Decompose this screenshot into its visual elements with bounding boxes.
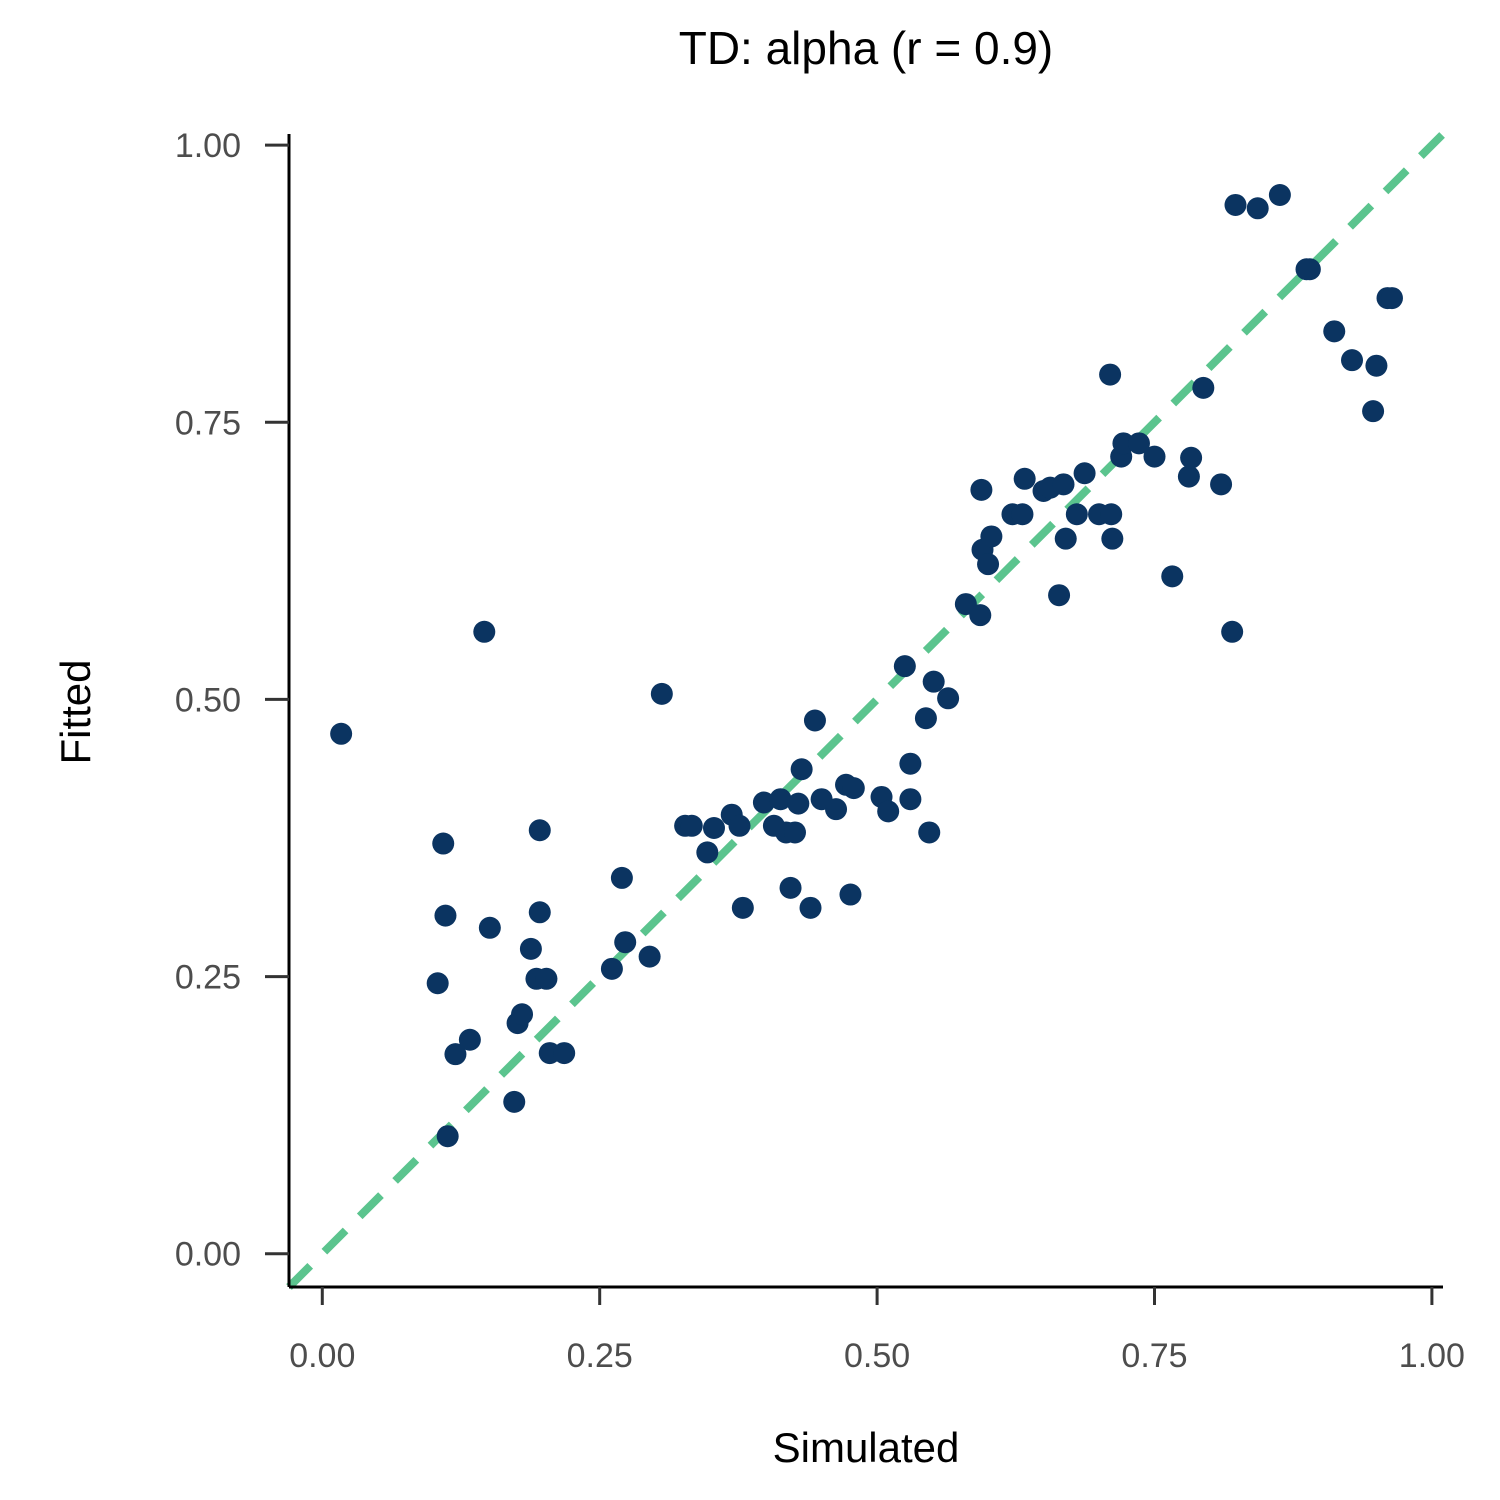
data-point-32	[752, 791, 775, 814]
identity-reference-line	[286, 131, 1446, 1290]
data-point-88	[1268, 183, 1291, 206]
data-point-73	[1100, 503, 1123, 526]
data-point-26	[680, 814, 703, 837]
data-point-82	[1180, 446, 1203, 469]
data-point-34	[769, 788, 792, 811]
data-point-78	[1127, 432, 1150, 455]
data-point-54	[922, 670, 945, 693]
data-point-68	[1052, 473, 1075, 496]
data-point-90	[1298, 258, 1321, 281]
y-tick-label: 0.00	[175, 1236, 241, 1274]
x-tick-label: 1.00	[1399, 1337, 1465, 1375]
data-point-70	[1065, 503, 1088, 526]
data-point-12	[511, 1003, 534, 1026]
data-point-55	[937, 687, 960, 710]
data-point-84	[1210, 473, 1233, 496]
x-axis-ticks: 0.00 0.25 0.50 0.75 1.00	[289, 1287, 1465, 1375]
data-point-86	[1224, 193, 1247, 216]
data-point-74	[1099, 363, 1122, 386]
data-point-7	[458, 1028, 481, 1051]
data-point-93	[1362, 400, 1385, 423]
data-point-85	[1221, 620, 1244, 643]
data-point-36	[779, 876, 802, 899]
data-point-96	[1380, 287, 1403, 310]
x-axis-title: Simulated	[773, 1424, 960, 1471]
data-point-50	[899, 752, 922, 775]
data-point-39	[790, 758, 813, 781]
data-point-87	[1246, 197, 1269, 220]
data-point-51	[899, 788, 922, 811]
data-point-31	[731, 896, 754, 919]
y-axis-title: Fitted	[52, 659, 99, 764]
data-point-69	[1054, 527, 1077, 550]
data-point-4	[434, 904, 457, 927]
data-point-94	[1365, 354, 1388, 377]
data-point-23	[638, 945, 661, 968]
y-tick-label: 1.00	[175, 127, 241, 165]
data-point-37	[783, 821, 806, 844]
data-point-91	[1323, 320, 1346, 343]
data-point-15	[528, 819, 551, 842]
data-point-75	[1101, 527, 1124, 550]
data-point-60	[977, 553, 1000, 576]
data-point-53	[918, 821, 941, 844]
data-point-63	[1011, 503, 1034, 526]
data-point-77	[1112, 432, 1135, 455]
data-point-43	[825, 798, 848, 821]
data-point-79	[1143, 445, 1166, 468]
y-tick-label: 0.25	[175, 959, 241, 997]
y-tick-label: 0.75	[175, 404, 241, 442]
data-point-27	[696, 841, 719, 864]
data-point-57	[969, 604, 992, 627]
data-point-67	[1048, 584, 1071, 607]
x-tick-label: 0.25	[567, 1337, 633, 1375]
data-point-46	[839, 883, 862, 906]
data-point-20	[600, 957, 623, 980]
data-point-52	[914, 707, 937, 730]
data-point-61	[980, 525, 1003, 548]
x-tick-label: 0.50	[844, 1337, 910, 1375]
data-point-5	[436, 1125, 459, 1148]
data-point-13	[519, 937, 542, 960]
data-point-81	[1177, 465, 1200, 488]
reference-line-layer	[286, 131, 1446, 1290]
data-point-1	[330, 722, 353, 745]
data-point-6	[444, 1043, 467, 1066]
x-tick-label: 0.00	[289, 1337, 355, 1375]
data-point-40	[799, 896, 822, 919]
data-point-80	[1161, 565, 1184, 588]
data-point-22	[614, 931, 637, 954]
data-point-48	[877, 800, 900, 823]
data-point-41	[803, 709, 826, 732]
data-point-21	[610, 866, 633, 889]
data-point-8	[473, 620, 496, 643]
y-axis-ticks: 0.00 0.25 0.50 0.75 1.00	[175, 127, 289, 1274]
data-point-2	[426, 972, 449, 995]
data-point-19	[553, 1042, 576, 1065]
data-point-3	[432, 832, 455, 855]
data-point-9	[478, 916, 501, 939]
data-point-58	[970, 478, 993, 501]
y-tick-label: 0.50	[175, 681, 241, 719]
data-point-10	[503, 1090, 526, 1113]
data-point-45	[842, 777, 865, 800]
data-point-83	[1192, 376, 1215, 399]
data-point-17	[535, 967, 558, 990]
data-point-24	[650, 682, 673, 705]
data-point-64	[1013, 467, 1036, 490]
data-point-38	[787, 792, 810, 815]
data-point-16	[528, 901, 551, 924]
data-point-92	[1341, 349, 1364, 372]
data-point-30	[728, 814, 751, 837]
data-point-28	[702, 817, 725, 840]
chart-title: TD: alpha (r = 0.9)	[679, 22, 1054, 74]
data-point-71	[1073, 462, 1096, 485]
data-point-49	[893, 655, 916, 678]
data-points	[330, 183, 1403, 1148]
x-tick-label: 0.75	[1121, 1337, 1187, 1375]
